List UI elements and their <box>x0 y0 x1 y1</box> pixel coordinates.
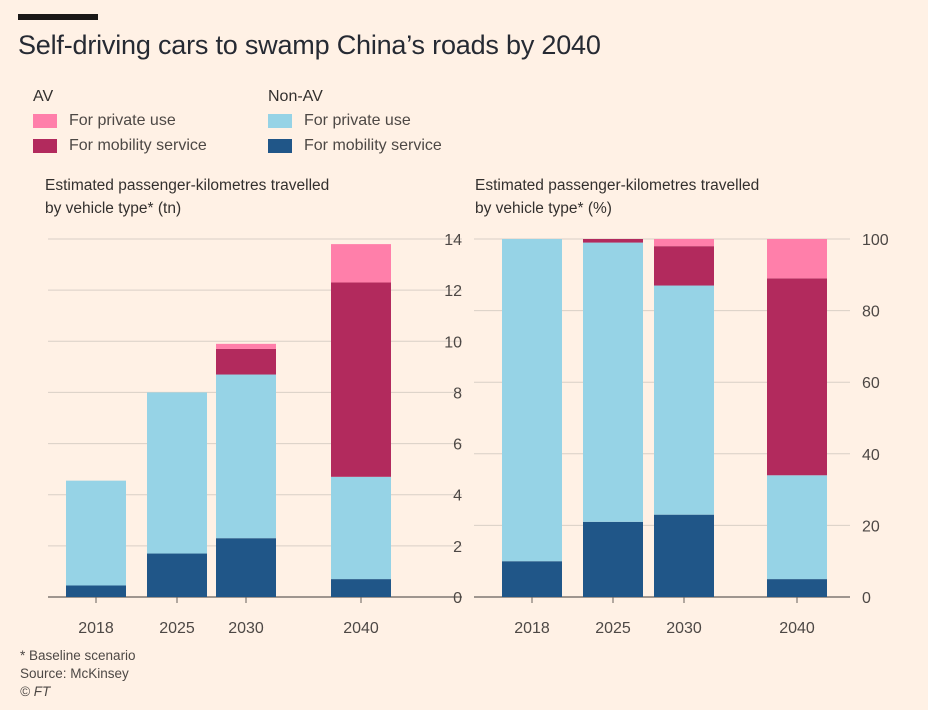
right-chart-bar-2025-non-av-for-private-use <box>583 242 643 522</box>
right-chart-y-tick-label: 100 <box>862 232 889 249</box>
left-chart-bar-2040-av-for-private-use <box>331 244 391 283</box>
legend-label-nonav-private: For private use <box>304 112 411 129</box>
left-chart-bar-2025-non-av-for-mobility-service <box>147 553 207 597</box>
left-chart-x-tick-label: 2030 <box>228 620 264 637</box>
left-chart-subtitle-line1: Estimated passenger-kilometres travelled <box>45 177 330 194</box>
right-chart-bar-2025-av-for-mobility-service <box>583 239 643 243</box>
left-chart-bar-2018-non-av-for-private-use <box>66 480 126 586</box>
right-chart-bar-2040-non-av-for-private-use <box>767 475 827 580</box>
right-chart-bar-2030-av-for-private-use <box>654 239 714 247</box>
legend-label-nonav-mobility: For mobility service <box>304 137 442 154</box>
left-chart-bar-2030-av-for-mobility-service <box>216 348 276 375</box>
left-chart-y-tick-label: 14 <box>444 232 462 249</box>
right-chart-bar-2040-av-for-mobility-service <box>767 278 827 476</box>
right-chart-bar-2018-non-av-for-mobility-service <box>502 561 562 597</box>
right-chart-bar-2030-non-av-for-mobility-service <box>654 514 714 597</box>
right-chart-bar-2040-non-av-for-mobility-service <box>767 579 827 597</box>
left-chart-y-tick-label: 8 <box>453 385 462 402</box>
legend-swatch-av-private <box>33 114 57 128</box>
right-chart-x-tick-label: 2040 <box>779 620 815 637</box>
legend-swatch-nonav-mobility <box>268 139 292 153</box>
left-chart-bar-2040-av-for-mobility-service <box>331 282 391 477</box>
right-chart-bar-2040-av-for-private-use <box>767 239 827 279</box>
left-chart-bar-2030-av-for-private-use <box>216 343 276 349</box>
footnote-credit: © FT <box>20 684 51 699</box>
legend-item-nonav-mobility: For mobility service <box>268 137 442 155</box>
left-chart-y-tick-label: 6 <box>453 437 462 454</box>
left-chart-subtitle-line2: by vehicle type* (tn) <box>45 200 182 217</box>
legend-label-av-mobility: For mobility service <box>69 137 207 154</box>
legend-nonav-title: Non-AV <box>268 88 323 105</box>
left-chart-bar-2040-non-av-for-private-use <box>331 476 391 580</box>
right-chart-x-tick-label: 2018 <box>514 620 550 637</box>
left-chart-subtitle: Estimated passenger-kilometres travelled… <box>45 174 329 220</box>
right-chart-y-tick-label: 0 <box>862 590 871 607</box>
chart-title: Self-driving cars to swamp China’s roads… <box>18 30 601 60</box>
left-chart-x-tick-label: 2018 <box>78 620 114 637</box>
legend-label-av-private: For private use <box>69 112 176 129</box>
right-chart-x-tick-label: 2030 <box>666 620 702 637</box>
left-chart-y-tick-label: 0 <box>453 590 462 607</box>
left-chart-x-tick-label: 2025 <box>159 620 195 637</box>
left-chart-bar-2030-non-av-for-mobility-service <box>216 538 276 597</box>
legend-item-av-mobility: For mobility service <box>33 137 207 155</box>
legend-swatch-av-mobility <box>33 139 57 153</box>
right-chart-subtitle-line1: Estimated passenger-kilometres travelled <box>475 177 760 194</box>
left-chart-bar-2030-non-av-for-private-use <box>216 374 276 539</box>
footnote-source: Source: McKinsey <box>20 666 129 681</box>
legend-av-title: AV <box>33 88 54 105</box>
right-chart-y-tick-label: 60 <box>862 375 880 392</box>
right-chart-bar-2030-non-av-for-private-use <box>654 285 714 515</box>
legend-swatch-nonav-private <box>268 114 292 128</box>
right-chart-y-tick-label: 20 <box>862 518 880 535</box>
left-chart-y-tick-label: 2 <box>453 539 462 556</box>
right-chart-x-tick-label: 2025 <box>595 620 631 637</box>
right-chart-y-tick-label: 40 <box>862 447 880 464</box>
left-chart-bar-2018-non-av-for-mobility-service <box>66 585 126 597</box>
left-chart: 0 2 4 6 8 10 12 14 2018 2025 2030 2040 <box>48 232 462 637</box>
left-chart-y-tick-label: 10 <box>444 334 462 351</box>
right-chart-subtitle: Estimated passenger-kilometres travelled… <box>475 174 759 220</box>
ft-top-bar <box>18 14 98 20</box>
left-chart-bar-2025-non-av-for-private-use <box>147 392 207 554</box>
right-chart-bar-2030-av-for-mobility-service <box>654 246 714 286</box>
right-chart-y-tick-label: 80 <box>862 304 880 321</box>
right-chart-bar-2018-non-av-for-private-use <box>502 239 562 562</box>
left-chart-y-tick-label: 12 <box>444 283 462 300</box>
left-chart-bar-2040-non-av-for-mobility-service <box>331 579 391 597</box>
right-chart-subtitle-line2: by vehicle type* (%) <box>475 200 612 217</box>
left-chart-x-tick-label: 2040 <box>343 620 379 637</box>
legend-item-av-private: For private use <box>33 112 176 130</box>
legend-item-nonav-private: For private use <box>268 112 411 130</box>
left-chart-y-tick-label: 4 <box>453 488 462 505</box>
footnote-baseline: * Baseline scenario <box>20 648 136 663</box>
right-chart-bar-2025-non-av-for-mobility-service <box>583 521 643 597</box>
